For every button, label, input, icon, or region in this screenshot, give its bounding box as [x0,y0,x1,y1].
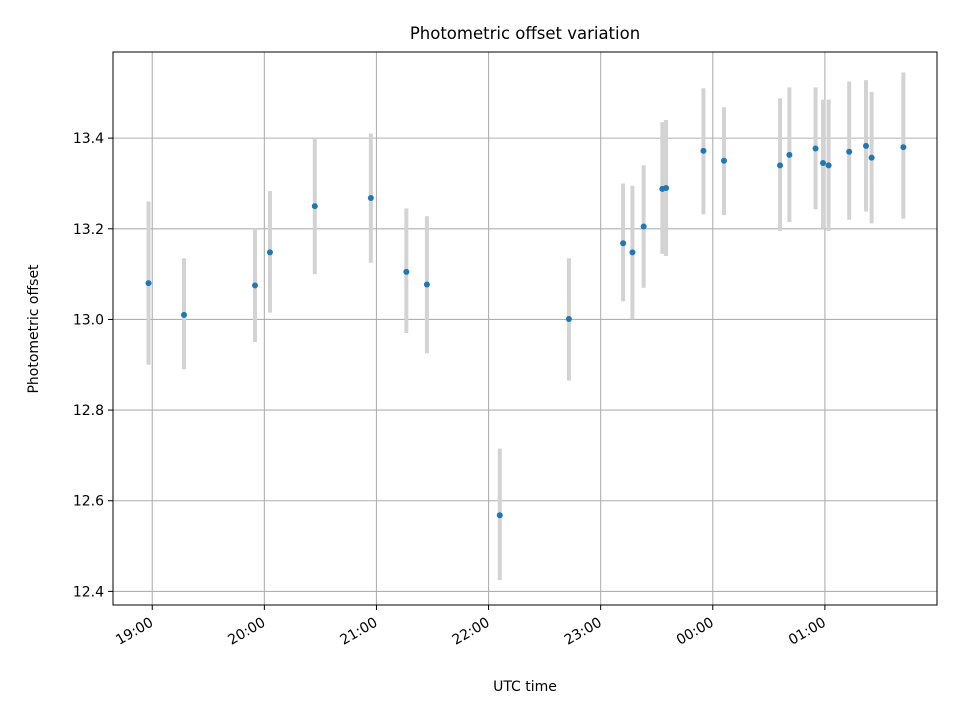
data-point [862,142,869,149]
data-point [145,280,152,287]
y-tick-label: 12.6 [73,494,104,510]
data-point [868,154,875,161]
y-tick-label: 13.4 [73,131,104,147]
data-point [629,249,636,256]
x-tick-label: 01:00 [786,615,829,649]
y-tick-label: 13.0 [73,312,104,328]
y-axis-label: Photometric offset [26,264,42,394]
x-tick-label: 00:00 [674,615,717,649]
data-point [820,160,827,167]
y-tick-label: 13.2 [73,222,104,238]
data-point [565,315,572,322]
data-point [846,148,853,155]
data-point [700,147,707,154]
data-point [252,282,259,289]
data-point [311,203,318,210]
x-tick-label: 21:00 [338,615,381,649]
data-points [145,142,907,519]
x-tick-label: 19:00 [113,615,156,649]
data-point [640,223,647,230]
data-point [266,249,273,256]
data-point [403,268,410,275]
x-tick-label: 23:00 [562,615,605,649]
data-point [181,311,188,318]
grid-lines [113,52,937,605]
data-point [720,157,727,164]
data-point [663,184,670,191]
x-axis-label: UTC time [493,679,557,695]
data-point [367,194,374,201]
data-point [825,162,832,169]
data-point [423,281,430,288]
x-ticks: 19:00 20:00 21:00 22:00 23:00 00:00 01:00 [113,605,829,649]
data-point [777,162,784,169]
data-point [496,512,503,519]
data-point [786,151,793,158]
x-tick-label: 20:00 [225,615,268,649]
chart-title: Photometric offset variation [410,24,640,43]
plot-area-frame [112,51,938,606]
data-point [812,145,819,152]
y-tick-label: 12.4 [73,584,104,600]
data-point [620,240,627,247]
data-point [900,144,907,151]
y-tick-label: 12.8 [73,403,104,419]
y-ticks: 12.4 12.6 12.8 13.0 13.2 13.4 [73,131,113,600]
x-tick-label: 22:00 [450,615,493,649]
error-bars [146,72,906,581]
